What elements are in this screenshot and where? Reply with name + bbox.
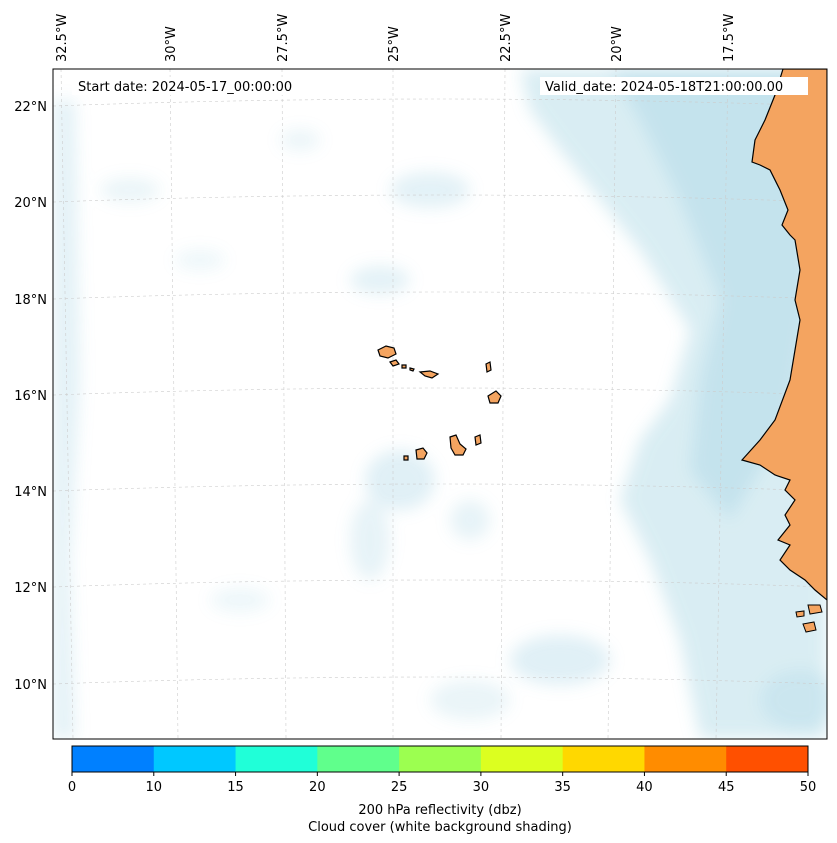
parallel-line (53, 387, 827, 396)
parallel-line (53, 98, 827, 107)
colorbar-segment (235, 746, 318, 772)
colorbar-tick-label: 40 (636, 780, 653, 795)
island-boa-vista (487, 390, 502, 404)
island-santo-antao (377, 345, 397, 359)
island-brava (403, 455, 409, 461)
parallel-line (53, 483, 827, 492)
longitude-tick-label: 22.5°W (499, 14, 514, 62)
colorbar-tick-label: 15 (227, 780, 244, 795)
longitude-tick-label: 30°W (164, 26, 179, 62)
meridian-line (607, 69, 617, 739)
longitude-tick-label: 17.5°W (722, 14, 737, 62)
island-sal (485, 361, 492, 373)
longitude-tick-label: 27.5°W (276, 14, 291, 62)
island-santa-luzia (401, 364, 407, 369)
latitude-tick-label: 10°N (14, 678, 47, 693)
cape-verde-islands (377, 345, 502, 461)
meridian-line (281, 69, 287, 739)
latitude-tick-label: 22°N (14, 100, 47, 115)
colorbar-tick-label: 0 (68, 780, 76, 795)
map-border (52, 68, 828, 740)
latitude-tick-label: 16°N (14, 389, 47, 404)
meridian-line (169, 69, 179, 739)
colorbar-tick-label: 50 (800, 780, 817, 795)
island-sao-nicolau (418, 370, 440, 379)
longitude-tick-label: 20°W (610, 26, 625, 62)
colorbar-tick-label: 20 (309, 780, 326, 795)
start-date-box (72, 77, 312, 95)
colorbar-label-line2: Cloud cover (white background shading) (308, 820, 572, 835)
colorbar: 0 10 15 20 25 30 35 40 45 50 (68, 745, 817, 795)
colorbar-tick-label: 10 (146, 780, 163, 795)
parallel-line (53, 194, 827, 203)
longitude-labels: 32.5°W 30°W 27.5°W 25°W 22.5°W 20°W 17.5°W (55, 14, 737, 62)
parallel-line (53, 291, 827, 300)
colorbar-segment (562, 746, 645, 772)
latitude-tick-label: 14°N (14, 485, 47, 500)
parallel-line (53, 579, 827, 588)
colorbar-tick-label: 25 (391, 780, 408, 795)
colorbar-segment (72, 746, 155, 772)
start-date-label: Start date: 2024-05-17_00:00:00 (78, 80, 292, 95)
island-maio (474, 434, 482, 446)
latitude-tick-label: 20°N (14, 196, 47, 211)
africa-landmass (740, 69, 827, 601)
island-sao-vicente (389, 359, 400, 367)
latitude-tick-label: 12°N (14, 581, 47, 596)
cloud-cover-shading (53, 69, 827, 739)
valid-date-label: Valid_date: 2024-05-18T21:00:00.00 (545, 80, 783, 95)
colorbar-segment (480, 746, 564, 772)
longitude-tick-label: 32.5°W (55, 14, 70, 62)
valid-date-box (540, 77, 808, 95)
colorbar-segment (726, 746, 809, 772)
island-santiago (449, 434, 467, 456)
longitude-tick-label: 25°W (387, 26, 402, 62)
meridian-line (715, 69, 729, 739)
colorbar-label-line1: 200 hPa reflectivity (dbz) (358, 803, 521, 818)
graticule (53, 69, 827, 739)
latitude-tick-label: 18°N (14, 293, 47, 308)
colorbar-tick-label: 35 (554, 780, 571, 795)
meridian-line (60, 69, 74, 739)
colorbar-segment (317, 746, 400, 772)
island-fogo (415, 447, 428, 460)
colorbar-tick-label: 45 (718, 780, 735, 795)
map-content (53, 69, 827, 739)
colorbar-frame (71, 745, 809, 773)
colorbar-segment (153, 746, 237, 772)
latitude-labels: 22°N 20°N 18°N 16°N 14°N 12°N 10°N (14, 100, 47, 693)
parallel-line (53, 676, 827, 685)
colorbar-segment (644, 746, 727, 772)
colorbar-segment (399, 746, 482, 772)
colorbar-tick-label: 30 (473, 780, 490, 795)
islet (409, 367, 415, 372)
meridian-line (500, 69, 506, 739)
